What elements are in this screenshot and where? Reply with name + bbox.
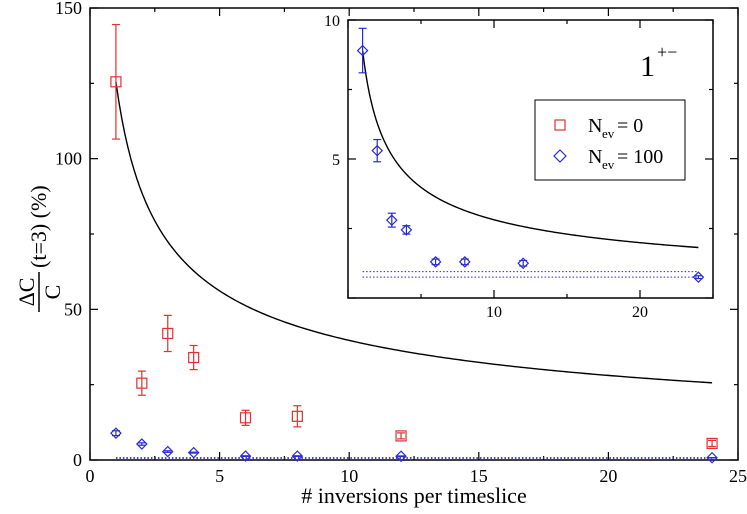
y-axis-label-numerator: ΔC xyxy=(14,278,39,307)
legend-symbol-1: N xyxy=(588,146,602,168)
diamond-marker xyxy=(187,446,200,459)
data-point xyxy=(136,370,148,396)
square-marker xyxy=(110,76,122,88)
legend-square-marker xyxy=(554,119,566,131)
legend-value-0: = 0 xyxy=(617,115,643,137)
data-point xyxy=(356,27,369,74)
diamond-marker xyxy=(692,271,705,283)
main-fit-curve-group xyxy=(115,81,713,384)
series-diamond xyxy=(356,27,705,283)
diamond-marker xyxy=(135,438,148,450)
data-point xyxy=(110,23,122,140)
square-marker xyxy=(706,437,718,450)
diamond-marker xyxy=(400,224,413,236)
x-tick-label: 10 xyxy=(486,304,502,321)
legend-box xyxy=(534,99,686,181)
data-point xyxy=(371,138,384,163)
data-point xyxy=(161,445,174,458)
inset-fit-curve-group xyxy=(361,50,699,249)
data-point xyxy=(188,344,200,371)
fit-curve xyxy=(361,50,699,249)
data-point xyxy=(395,430,407,442)
diamond-marker xyxy=(458,256,471,268)
diamond-marker xyxy=(517,257,530,270)
diamond-marker xyxy=(239,450,252,462)
data-point xyxy=(517,257,530,270)
diamond-marker xyxy=(291,450,304,462)
x-tick-label: 25 xyxy=(729,466,747,486)
data-point xyxy=(706,451,718,464)
diamond-marker xyxy=(706,451,718,464)
square-marker xyxy=(239,412,252,424)
x-axis-label: # inversions per timeslice xyxy=(301,483,526,508)
legend-value-1: = 100 xyxy=(617,146,663,168)
y-tick-label: 50 xyxy=(64,299,82,319)
legend-diamond-marker xyxy=(553,149,567,163)
fit-curve xyxy=(115,81,713,384)
data-point xyxy=(110,427,122,440)
square-marker xyxy=(162,327,174,340)
legend: N ev = 0 N ev = 100 xyxy=(534,99,686,181)
x-tick-label: 15 xyxy=(470,466,488,486)
data-point xyxy=(692,271,705,283)
y-tick-label: 100 xyxy=(55,149,82,169)
inset-series xyxy=(356,27,705,283)
main-axis-ticks xyxy=(89,7,739,461)
diamond-marker xyxy=(356,44,369,57)
data-point xyxy=(429,256,442,268)
legend-symbol-0: N xyxy=(588,115,602,137)
data-point xyxy=(291,450,304,462)
legend-entry-nev-0: N ev = 0 xyxy=(554,115,643,141)
square-marker xyxy=(395,430,407,442)
data-point xyxy=(458,256,471,268)
data-point xyxy=(162,314,174,353)
data-point xyxy=(400,224,413,236)
data-point xyxy=(385,212,398,228)
x-tick-label: 0 xyxy=(86,466,95,486)
main-dotted-lines xyxy=(115,457,713,459)
y-tick-label: 10 xyxy=(324,13,340,30)
annotation-superscript: +− xyxy=(657,42,677,62)
data-point xyxy=(187,446,200,459)
annotation-main: 1 xyxy=(640,50,655,83)
series-square xyxy=(110,23,718,450)
data-point xyxy=(291,405,303,428)
diamond-marker xyxy=(429,256,442,268)
y-axis-label-suffix: (t=3) (%) xyxy=(26,185,51,268)
y-axis-label-denominator: C xyxy=(40,285,65,300)
data-point xyxy=(135,438,148,450)
y-tick-label: 150 xyxy=(55,0,82,18)
data-point xyxy=(239,409,252,426)
main-series xyxy=(110,23,718,464)
square-marker xyxy=(136,377,148,389)
x-tick-label: 20 xyxy=(599,466,617,486)
y-axis-label: ΔC C (t=3) (%) xyxy=(14,185,65,312)
diamond-marker xyxy=(385,214,398,227)
diamond-marker xyxy=(110,427,122,440)
legend-entry-nev-100: N ev = 100 xyxy=(553,146,663,172)
inset-tick-labels: 10 20 5 10 xyxy=(324,13,648,321)
diamond-marker xyxy=(161,445,174,458)
x-tick-label: 10 xyxy=(340,466,358,486)
diamond-marker xyxy=(395,450,407,463)
legend-subscript-1: ev xyxy=(602,157,615,172)
square-marker xyxy=(188,351,200,364)
y-tick-label: 0 xyxy=(73,450,82,470)
data-point xyxy=(706,437,718,450)
data-point xyxy=(395,450,407,463)
quantum-number-annotation: 1 +− xyxy=(640,42,677,83)
diamond-marker xyxy=(371,144,384,157)
series-diamond xyxy=(110,427,718,464)
x-tick-label: 20 xyxy=(632,304,648,321)
x-tick-label: 5 xyxy=(215,466,224,486)
data-point xyxy=(239,450,252,462)
y-tick-label: 5 xyxy=(332,152,340,169)
inset-axis-ticks xyxy=(347,19,714,299)
legend-subscript-0: ev xyxy=(602,126,615,141)
square-marker xyxy=(291,410,303,422)
